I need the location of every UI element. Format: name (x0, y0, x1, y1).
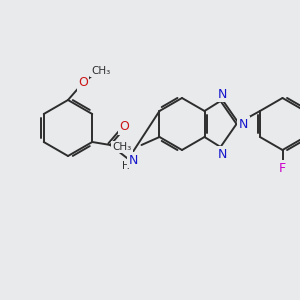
Text: N: N (129, 154, 138, 166)
Text: H: H (122, 161, 130, 171)
Text: CH₃: CH₃ (112, 142, 131, 152)
Text: O: O (78, 76, 88, 89)
Text: N: N (218, 88, 227, 100)
Text: N: N (218, 148, 227, 160)
Text: O: O (119, 121, 129, 134)
Text: CH₃: CH₃ (92, 66, 111, 76)
Text: F: F (279, 161, 286, 175)
Text: N: N (239, 118, 248, 130)
